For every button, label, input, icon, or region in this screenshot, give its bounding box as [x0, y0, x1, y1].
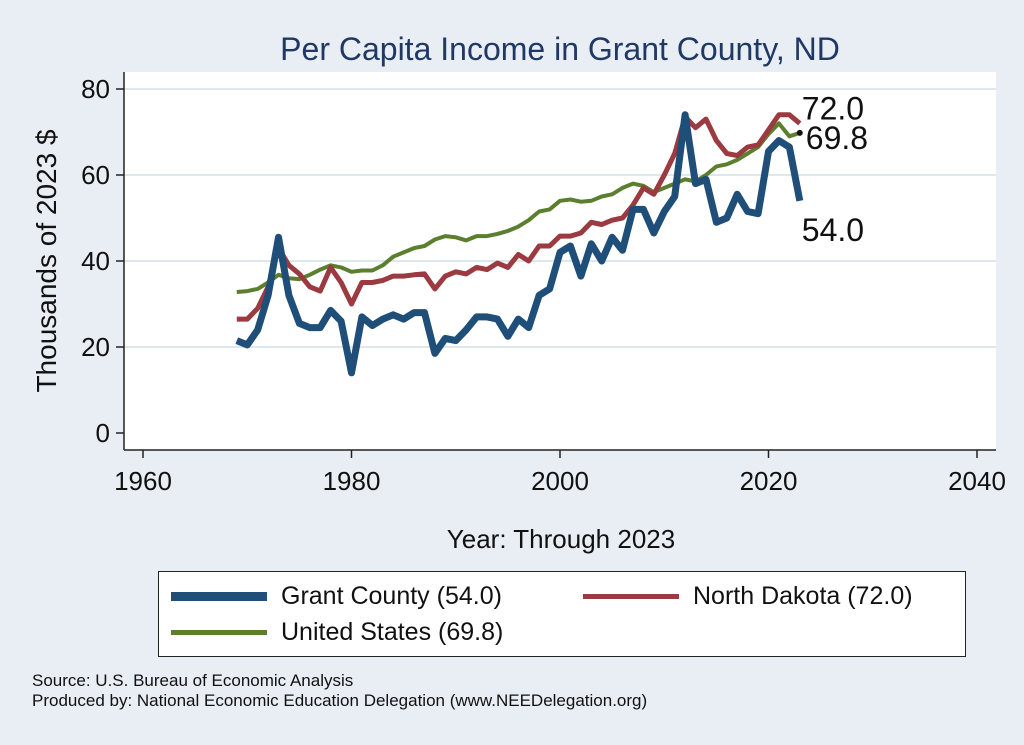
- legend-label-grant-county: Grant County (54.0): [281, 582, 502, 610]
- x-tick-label-2000: 2000: [531, 466, 589, 496]
- series-lines: [235, 111, 804, 377]
- x-tick-label-1980: 1980: [323, 466, 381, 496]
- x-tick-label-1960: 1960: [114, 466, 172, 496]
- legend-swatch-north-dakota: [583, 594, 679, 599]
- legend-item-north-dakota: North Dakota (72.0): [583, 582, 913, 611]
- legend-item-grant-county: Grant County (54.0): [171, 582, 502, 611]
- series-line-grant-county: [235, 111, 804, 377]
- y-tick-label-40: 40: [81, 246, 110, 276]
- chart-title: Per Capita Income in Grant County, ND: [280, 31, 840, 67]
- x-axis-label: Year: Through 2023: [447, 524, 675, 554]
- end-label-united-states: 69.8: [806, 120, 868, 156]
- end-labels: 54.0 72.069.8: [796, 90, 868, 248]
- x-tick-label-2020: 2020: [740, 466, 798, 496]
- series-line-north-dakota: [236, 112, 802, 322]
- y-tick-label-0: 0: [96, 418, 110, 448]
- legend: Grant County (54.0) North Dakota (72.0) …: [158, 571, 966, 657]
- y-tick-label-20: 20: [81, 332, 110, 362]
- y-axis-label: Thousands of 2023 $: [31, 129, 62, 393]
- end-label-north-dakota: 72.0: [802, 90, 864, 126]
- source-line: Source: U.S. Bureau of Economic Analysis: [32, 671, 354, 690]
- y-tick-label-80: 80: [81, 74, 110, 104]
- legend-label-united-states: United States (69.8): [281, 618, 504, 646]
- legend-item-united-states: United States (69.8): [171, 618, 503, 647]
- produced-by-line: Produced by: National Economic Education…: [32, 691, 648, 710]
- end-label-grant-county: 54.0: [802, 212, 864, 248]
- legend-swatch-united-states: [171, 630, 267, 635]
- legend-label-north-dakota: North Dakota (72.0): [693, 582, 913, 610]
- legend-swatch-grant-county: [171, 592, 267, 601]
- x-tick-label-2040: 2040: [948, 466, 1006, 496]
- y-tick-label-60: 60: [81, 160, 110, 190]
- marker-united-states-end: [796, 129, 803, 136]
